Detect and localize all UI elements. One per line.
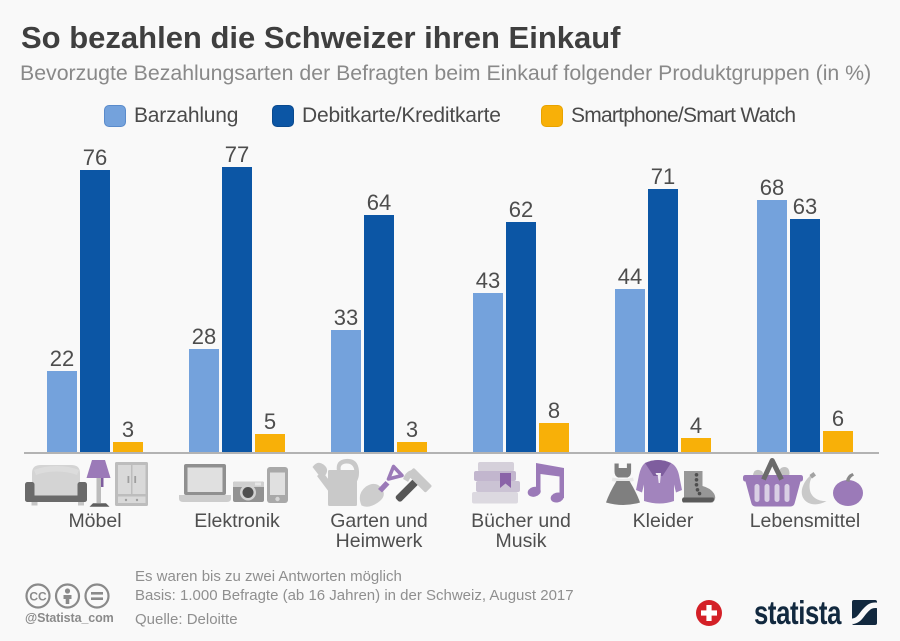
svg-text:CC: CC	[29, 590, 47, 604]
